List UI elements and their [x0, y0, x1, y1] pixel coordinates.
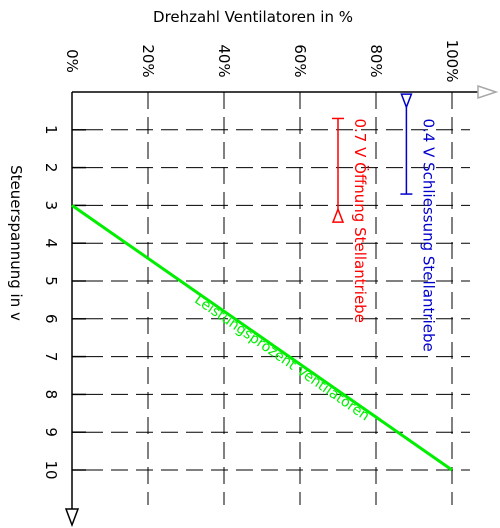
y-axis-arrow: [64, 508, 80, 528]
annotations: 0.7 V Öffnung Stellantriebe 0.4 V Schlies…: [331, 93, 437, 352]
y-tick-label: 10: [42, 460, 60, 479]
x-tick-label: 80%: [367, 44, 385, 77]
annotation-label: 0.4 V Schliessung Stellantriebe: [419, 118, 437, 351]
x-tick-label: 20%: [139, 44, 157, 77]
x-tick-label: 0%: [63, 49, 81, 73]
annotation-label: 0.7 V Öffnung Stellantriebe: [351, 118, 370, 322]
y-tick-label: 7: [42, 352, 60, 362]
x-axis-title: Drehzahl Ventilatoren in %: [153, 8, 353, 26]
series-label: Leistungsprozent Ventilatoren: [191, 292, 372, 425]
y-tick-label: 2: [42, 163, 60, 173]
y-ticks: 1 2 3 4 5 6 7 8 9 10: [42, 125, 86, 480]
series-line: [71, 204, 453, 472]
x-tick-label: 100%: [443, 40, 461, 83]
x-tick-label: 40%: [215, 44, 233, 77]
grid: [86, 92, 470, 505]
axes: [64, 84, 499, 528]
y-tick-label: 3: [42, 201, 60, 211]
annotation-arrowhead: [400, 93, 413, 110]
y-tick-label: 5: [42, 276, 60, 286]
x-tick-label: 60%: [291, 44, 309, 77]
y-tick-label: 8: [42, 390, 60, 400]
y-tick-label: 1: [42, 125, 60, 135]
y-tick-label: 6: [42, 314, 60, 324]
x-axis-arrow: [477, 84, 499, 100]
annotation-arrowhead: [331, 207, 345, 223]
y-tick-label: 4: [42, 238, 60, 248]
x-ticks: 0% 20% 40% 60% 80% 100%: [63, 40, 461, 83]
series-layer: Leistungsprozent Ventilatoren: [71, 204, 453, 472]
y-axis-title: Steuerspannung in v: [7, 165, 25, 321]
y-tick-label: 9: [42, 427, 60, 437]
